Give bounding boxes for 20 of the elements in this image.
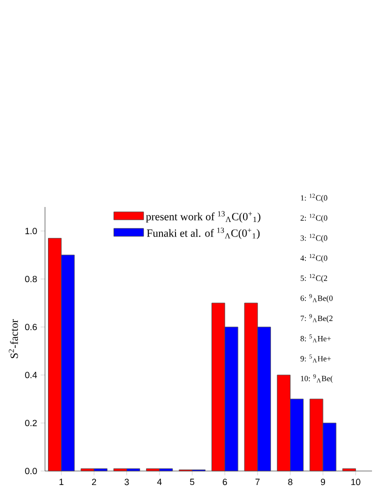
legend-label: present work of $^{13}$$_{Λ}$C(0$^{+}$$_{1}$)	[146, 211, 260, 223]
x-tick-label: 7	[256, 478, 260, 485]
y-tick-label: 0.8	[25, 276, 37, 282]
x-tick-label: 8	[288, 478, 292, 486]
y-tick-label: 0.6	[25, 324, 37, 330]
y-tick-label: 0.0	[25, 468, 37, 474]
x-tick-label: 2	[92, 478, 96, 486]
x-tick-label: 5	[190, 478, 194, 486]
x-tick-label: 6	[222, 478, 227, 486]
x-tick-label: 3	[124, 478, 129, 486]
x-tick-label: 4	[157, 478, 162, 485]
y-axis-title: S$^{2}$-factor	[8, 319, 18, 358]
bar	[342, 468, 356, 472]
y-tick-label: 0.2	[25, 420, 37, 426]
x-tick-label: 9	[320, 478, 326, 486]
y-tick-label: 0.4	[25, 372, 37, 378]
y-tick-label: 1.0	[25, 228, 37, 234]
x-tick-label: 10	[351, 478, 360, 486]
legend-label: Funaki et al. of $^{13}$$_{Λ}$C(0$^{+}$$_{1}$)	[146, 228, 260, 240]
x-tick-label: 1	[60, 478, 64, 485]
